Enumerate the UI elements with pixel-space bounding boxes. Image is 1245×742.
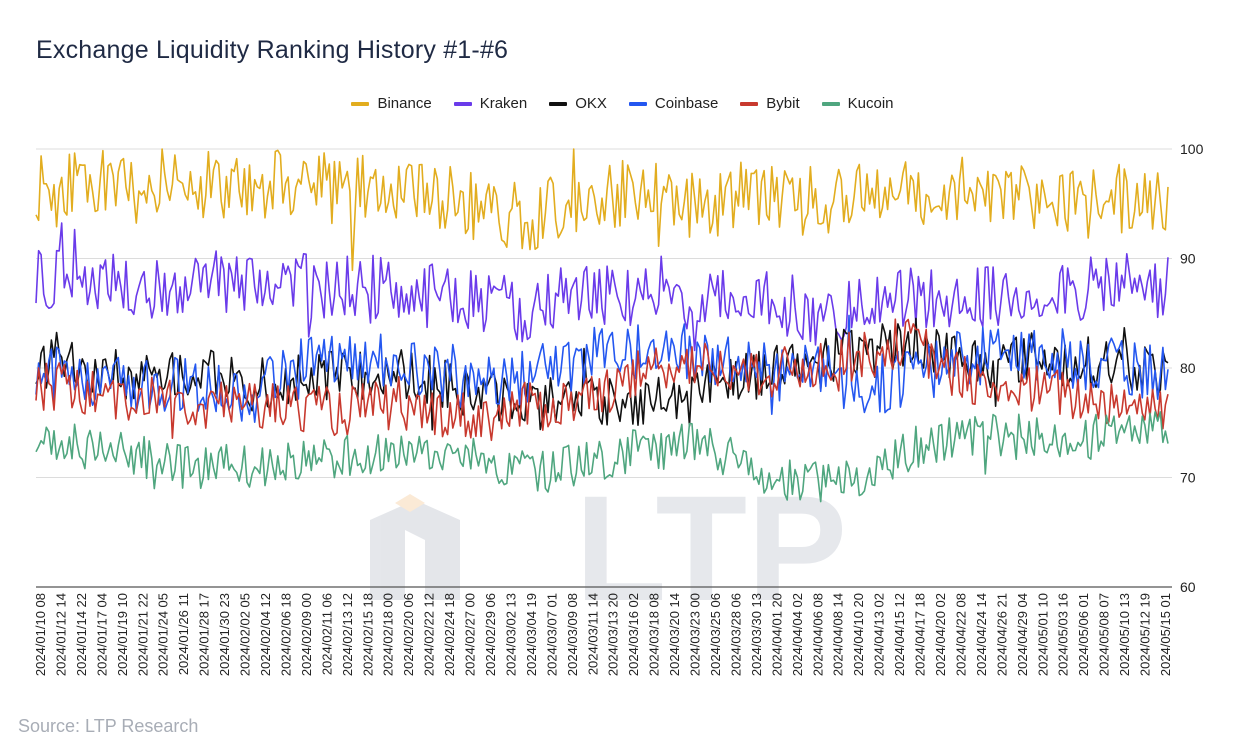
x-tick-label: 2024/03/28 06 <box>728 593 743 676</box>
y-tick-label: 60 <box>1180 579 1196 595</box>
x-tick-label: 2024/01/10 08 <box>33 593 48 676</box>
x-tick-label: 2024/02/27 00 <box>463 593 478 676</box>
x-tick-label: 2024/03/11 14 <box>585 593 600 675</box>
legend-swatch <box>453 101 472 106</box>
legend-label: Coinbase <box>654 95 719 112</box>
x-tick-label: 2024/05/08 07 <box>1097 593 1112 676</box>
x-tick-label: 2024/02/02 05 <box>238 593 253 676</box>
x-tick-label: 2024/03/16 02 <box>626 593 641 676</box>
x-tick-label: 2024/05/15 01 <box>1158 593 1173 676</box>
legend-label: Kucoin <box>847 95 894 112</box>
x-tick-label: 2024/02/11 06 <box>319 593 334 675</box>
x-tick-label: 2024/03/30 13 <box>749 593 764 676</box>
x-tick-label: 2024/03/07 01 <box>544 593 559 676</box>
legend-item-bybit: Bybit <box>740 95 800 112</box>
x-tick-label: 2024/05/06 01 <box>1076 593 1091 676</box>
legend-item-coinbase: Coinbase <box>628 95 719 112</box>
x-tick-label: 2024/02/29 06 <box>483 593 498 676</box>
grid-lines <box>36 148 1172 588</box>
x-tick-label: 2024/01/24 05 <box>156 593 171 676</box>
legend-item-kucoin: Kucoin <box>821 95 894 112</box>
x-tick-label: 2024/05/03 16 <box>1056 593 1071 676</box>
legend-swatch <box>549 101 568 106</box>
x-axis: 2024/01/10 08 2024/01/12 14 2024/01/14 22 2… <box>33 593 1173 676</box>
x-tick-label: 2024/04/26 21 <box>994 593 1009 676</box>
watermark-logo-shape <box>370 500 460 600</box>
x-tick-label: 2024/04/13 02 <box>872 593 887 676</box>
x-tick-label: 2024/02/04 12 <box>258 593 273 676</box>
x-tick-label: 2024/03/13 20 <box>606 593 621 676</box>
legend-swatch <box>821 101 840 106</box>
x-tick-label: 2024/04/15 12 <box>892 593 907 676</box>
x-tick-label: 2024/05/12 19 <box>1138 593 1153 676</box>
x-tick-label: 2024/01/26 11 <box>176 593 191 675</box>
x-tick-label: 2024/01/28 17 <box>197 593 212 676</box>
x-tick-label: 2024/02/22 12 <box>422 593 437 676</box>
x-tick-label: 2024/01/30 23 <box>217 593 232 676</box>
x-tick-label: 2024/02/20 06 <box>401 593 416 676</box>
legend-swatch <box>351 101 370 106</box>
x-tick-label: 2024/02/24 18 <box>442 593 457 676</box>
series-line-bybit <box>35 318 1169 442</box>
x-tick-label: 2024/01/19 10 <box>115 593 130 676</box>
legend-swatch <box>740 101 759 106</box>
x-tick-label: 2024/02/18 00 <box>381 593 396 676</box>
x-tick-label: 2024/02/06 18 <box>278 593 293 676</box>
chart-legend: Binance Kraken OKX Coinbase Bybit Kucoin <box>0 95 1245 112</box>
legend-label: OKX <box>575 95 607 112</box>
x-tick-label: 2024/02/13 12 <box>340 593 355 676</box>
x-tick-label: 2024/01/17 04 <box>94 593 109 676</box>
x-tick-label: 2024/03/23 00 <box>688 593 703 676</box>
legend-item-binance: Binance <box>351 95 432 112</box>
x-tick-label: 2024/04/17 18 <box>913 593 928 676</box>
x-tick-label: 2024/03/09 08 <box>565 593 580 676</box>
x-tick-label: 2024/04/20 02 <box>933 593 948 676</box>
series-line-kraken <box>35 222 1169 352</box>
x-tick-label: 2024/04/01 20 <box>769 593 784 676</box>
series-line-binance <box>35 148 1169 272</box>
y-tick-label: 100 <box>1180 141 1204 157</box>
x-tick-label: 2024/03/04 19 <box>524 593 539 676</box>
watermark-logo-diamond <box>395 494 425 512</box>
legend-item-okx: OKX <box>549 95 607 112</box>
x-tick-label: 2024/04/04 02 <box>790 593 805 676</box>
x-tick-label: 2024/01/14 22 <box>74 593 89 676</box>
legend-label: Kraken <box>479 95 528 112</box>
x-tick-label: 2024/03/18 08 <box>647 593 662 676</box>
x-tick-label: 2024/04/10 20 <box>851 593 866 676</box>
x-tick-label: 2024/02/15 18 <box>360 593 375 676</box>
x-tick-label: 2024/03/20 14 <box>667 593 682 676</box>
legend-swatch <box>628 101 647 106</box>
x-tick-label: 2024/02/09 00 <box>299 593 314 676</box>
x-tick-label: 2024/04/08 14 <box>831 593 846 676</box>
x-tick-label: 2024/05/10 13 <box>1117 593 1132 676</box>
series-lines <box>35 148 1169 503</box>
x-tick-label: 2024/01/21 22 <box>135 593 150 676</box>
chart-title: Exchange Liquidity Ranking History #1-#6 <box>36 36 509 64</box>
x-tick-label: 2024/03/25 06 <box>708 593 723 676</box>
x-tick-label: 2024/03/02 13 <box>503 593 518 676</box>
x-tick-label: 2024/04/22 08 <box>953 593 968 676</box>
x-tick-label: 2024/04/29 04 <box>1015 593 1030 676</box>
y-tick-label: 70 <box>1180 470 1196 486</box>
x-tick-label: 2024/01/12 14 <box>53 593 68 676</box>
y-tick-label: 90 <box>1180 251 1196 267</box>
legend-item-kraken: Kraken <box>453 95 528 112</box>
y-axis: 60 70 80 90 100 <box>1180 141 1204 595</box>
legend-label: Binance <box>377 95 432 112</box>
legend-label: Bybit <box>766 95 800 112</box>
x-tick-label: 2024/05/01 10 <box>1035 593 1050 676</box>
series-line-kucoin <box>35 411 1169 503</box>
y-tick-label: 80 <box>1180 360 1196 376</box>
x-tick-label: 2024/04/24 14 <box>974 593 989 676</box>
source-note: Source: LTP Research <box>18 716 199 736</box>
x-tick-label: 2024/04/06 08 <box>810 593 825 676</box>
